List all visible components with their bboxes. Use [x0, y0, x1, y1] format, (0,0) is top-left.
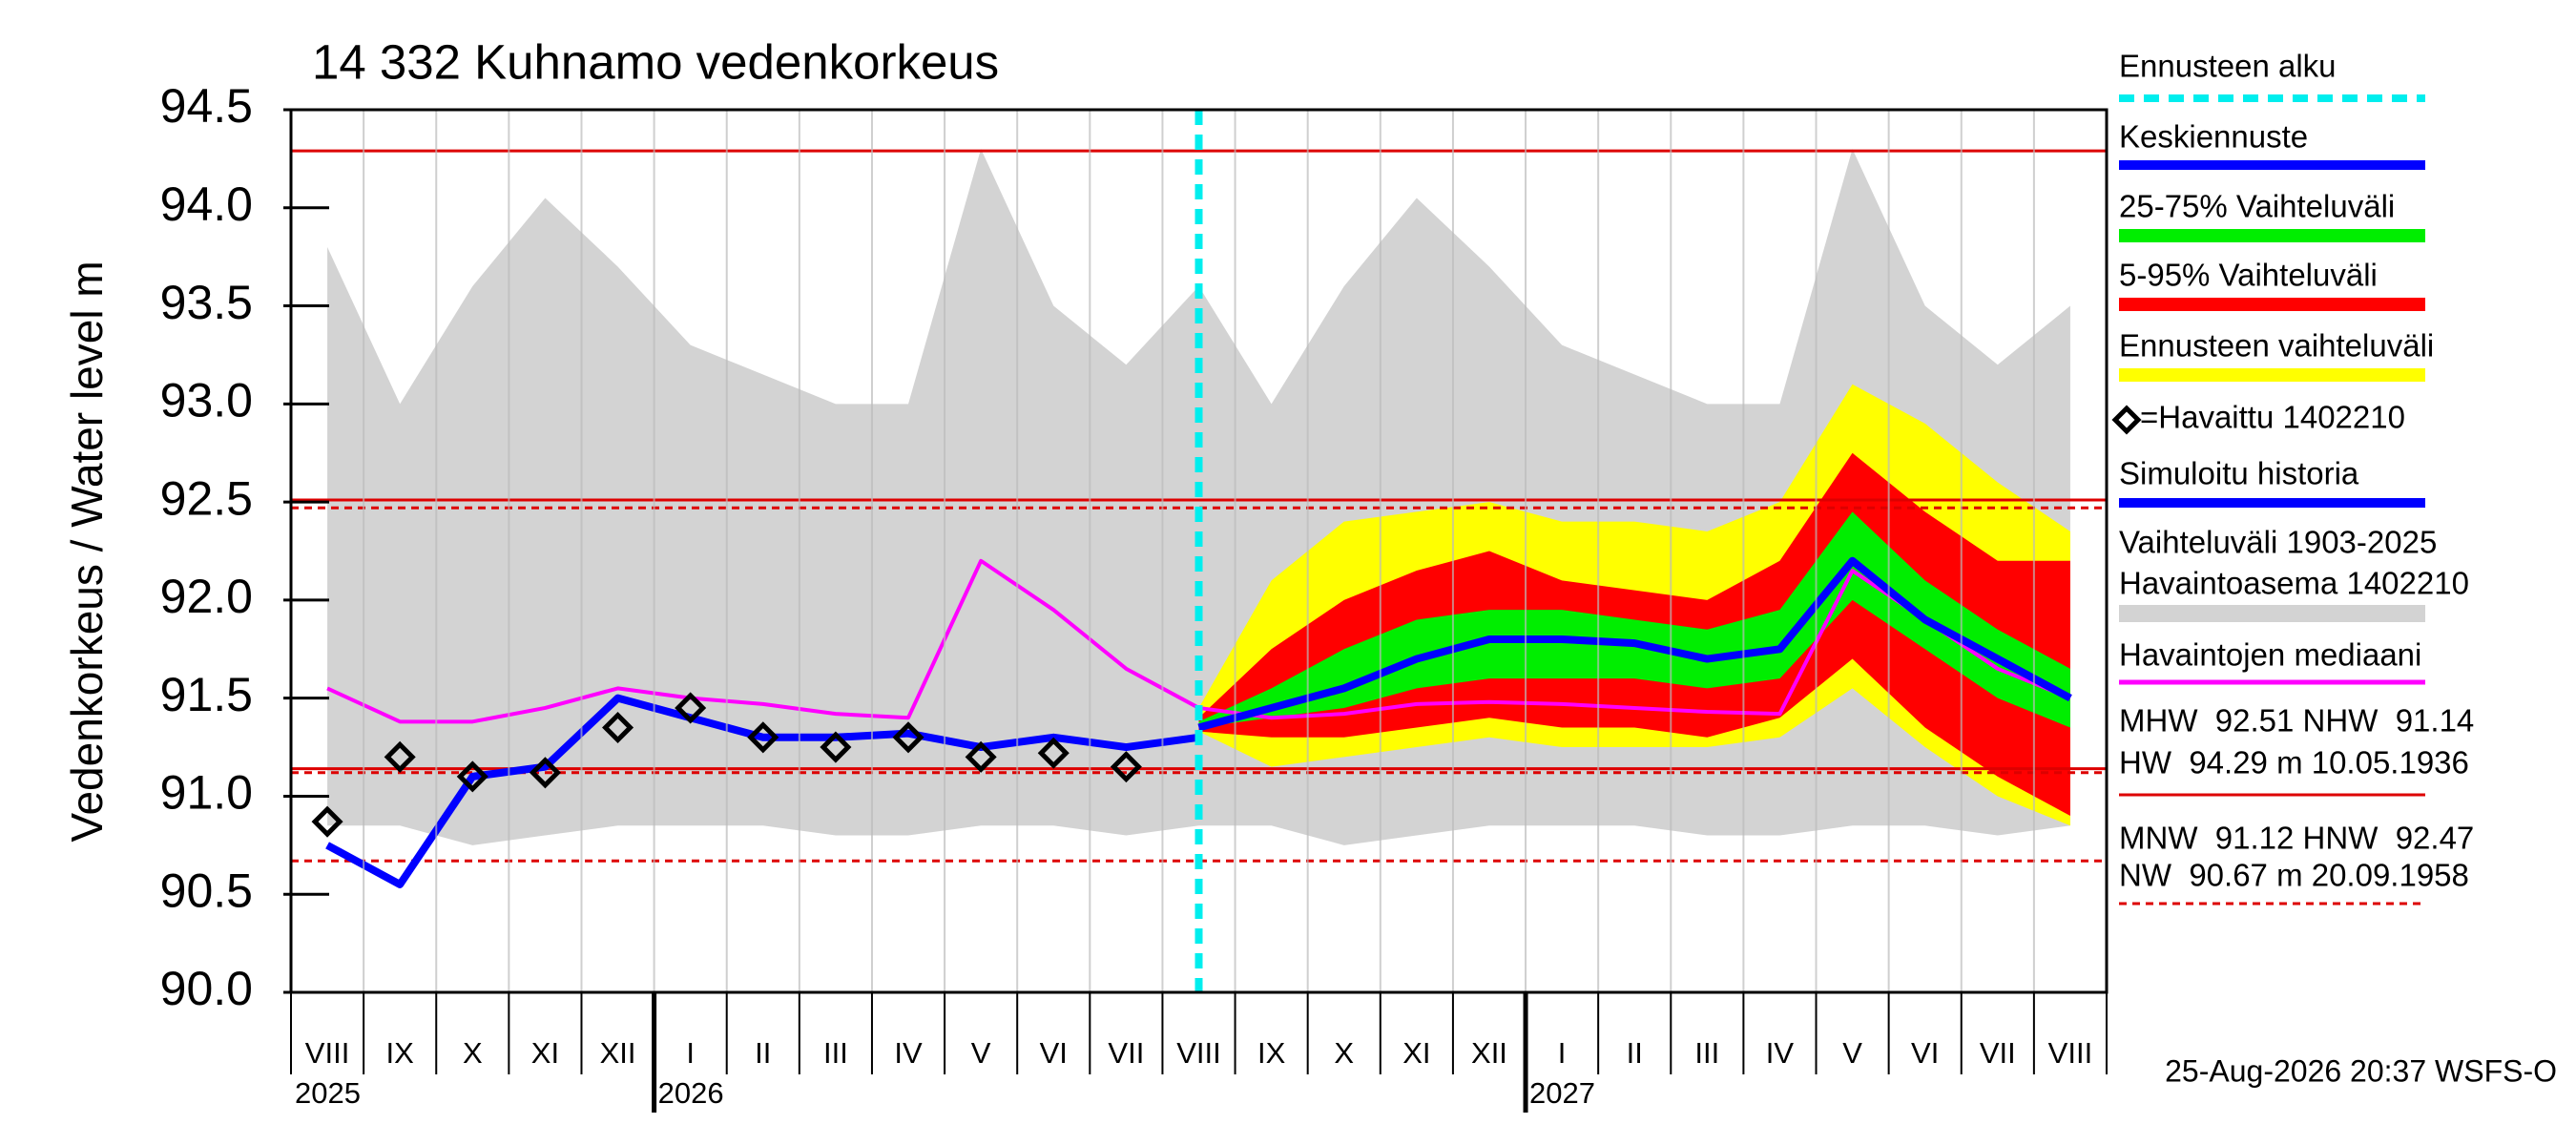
x-tick-label: VI [1040, 1036, 1068, 1070]
chart-title: 14 332 Kuhnamo vedenkorkeus [312, 34, 999, 89]
x-tick-label: III [1694, 1036, 1719, 1070]
x-tick-label: IX [1257, 1036, 1286, 1070]
x-tick-label: VII [1108, 1036, 1144, 1070]
legend-diamond [2111, 405, 2142, 435]
observed-point [675, 692, 707, 724]
y-tick-label: 94.0 [160, 177, 253, 231]
year-label: 2027 [1529, 1076, 1595, 1110]
legend-label: Havaintojen mediaani [2119, 637, 2421, 673]
legend-label: Keskiennuste [2119, 119, 2308, 155]
plot-area: 90.0 90.5 91.0 91.5 92.0 92.5 93.0 93.5 94.0 94.5… [160, 79, 2109, 1113]
observed-point [456, 760, 488, 793]
year-label: 2026 [658, 1076, 724, 1110]
observed-point [311, 805, 343, 838]
x-tick-label: II [755, 1036, 771, 1070]
footer: 25-Aug-2026 20:37 WSFS-O [2165, 1053, 2557, 1088]
observed-point [602, 711, 634, 744]
plot-frame [289, 108, 2109, 994]
x-tick-label: X [463, 1036, 483, 1070]
year-label: 2025 [295, 1076, 361, 1110]
legend-label: Ennusteen alku [2119, 49, 2337, 84]
x-tick-label: VII [1980, 1036, 2016, 1070]
y-tick-label: 90.5 [160, 864, 253, 917]
x-tick-label: X [1334, 1036, 1354, 1070]
x-tick-label: IX [386, 1036, 415, 1070]
y-axis-label: Vedenkorkeus / Water level m [62, 260, 112, 842]
series-line [1197, 556, 2072, 732]
y-tick-label: 91.5 [160, 668, 253, 721]
x-tick-label: VIII [305, 1036, 350, 1070]
observed-point [1110, 751, 1142, 783]
x-tick-label: IV [894, 1036, 923, 1070]
y-tick-label: 94.5 [160, 79, 253, 133]
y-tick-label: 92.0 [160, 570, 253, 623]
legend-label: =Havaittu 1402210 [2140, 400, 2405, 435]
legend-label: 5-95% Vaihteluväli [2119, 258, 2378, 293]
x-tick-label: II [1627, 1036, 1643, 1070]
observed-point [747, 721, 779, 754]
x-tick-label: VIII [1176, 1036, 1221, 1070]
x-tick-label: VI [1911, 1036, 1939, 1070]
x-tick-label: XI [531, 1036, 559, 1070]
observed-point [820, 731, 852, 763]
x-tick-label: III [823, 1036, 848, 1070]
legend-label: Simuloitu historia [2119, 456, 2359, 491]
x-tick-label: XI [1402, 1036, 1430, 1070]
x-tick-label: XII [600, 1036, 636, 1070]
y-tick-label: 93.0 [160, 374, 253, 427]
x-tick-label: VIII [2048, 1036, 2093, 1070]
x-tick-label: IV [1766, 1036, 1795, 1070]
legend-label: 25-75% Vaihteluväli [2119, 189, 2395, 224]
x-tick-label: V [971, 1036, 991, 1070]
x-tick-label: XII [1471, 1036, 1507, 1070]
y-tick-label: 91.0 [160, 766, 253, 820]
x-tick-label: I [1558, 1036, 1567, 1070]
legend-label: Vaihteluväli 1903-2025 [2119, 525, 2437, 560]
legend: Ennusteen alku Keskiennuste 25-75% Vaihtel… [2111, 49, 2474, 906]
observed-point [892, 721, 924, 754]
observed-point [965, 740, 997, 773]
legend-label: Havaintoasema 1402210 [2119, 566, 2469, 601]
legend-label: NW 90.67 m 20.09.1958 [2119, 858, 2469, 893]
observed-point [1037, 737, 1070, 769]
x-tick-label: I [686, 1036, 695, 1070]
y-tick-label: 92.5 [160, 471, 253, 525]
legend-label: MHW 92.51 NHW 91.14 [2119, 703, 2474, 739]
legend-label: Ennusteen vaihteluväli [2119, 328, 2434, 364]
legend-label: MNW 91.12 HNW 92.47 [2119, 821, 2474, 856]
y-tick-label: 93.5 [160, 276, 253, 329]
observed-point [384, 740, 416, 773]
legend-label: HW 94.29 m 10.05.1936 [2119, 745, 2469, 781]
y-tick-label: 90.0 [160, 962, 253, 1015]
x-tick-label: V [1842, 1036, 1862, 1070]
observed-point [529, 757, 561, 789]
